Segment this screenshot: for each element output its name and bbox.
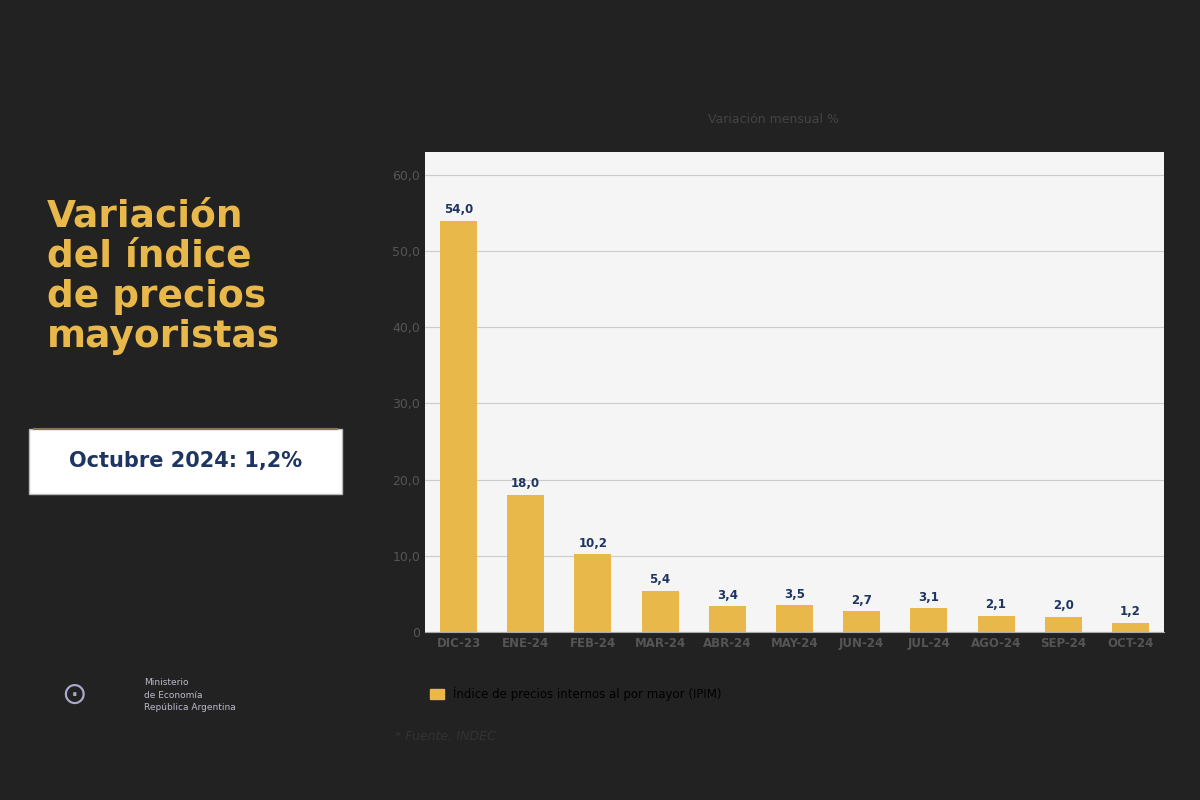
Bar <box>911 608 947 632</box>
Text: 3,5: 3,5 <box>784 588 805 601</box>
Text: 3,1: 3,1 <box>918 591 940 604</box>
Text: Ministerio
de Economía
República Argentina: Ministerio de Economía República Argenti… <box>144 678 235 712</box>
Bar <box>776 606 812 632</box>
Text: Variación
del índice
de precios
mayoristas: Variación del índice de precios mayorist… <box>47 198 280 355</box>
Bar <box>1045 617 1081 632</box>
Text: 2,1: 2,1 <box>985 598 1007 611</box>
Bar <box>575 554 611 632</box>
Text: 2,7: 2,7 <box>851 594 872 607</box>
Text: 18,0: 18,0 <box>511 478 540 490</box>
Bar <box>978 616 1014 632</box>
Bar <box>709 606 745 632</box>
Text: ⊙: ⊙ <box>61 681 88 710</box>
Text: Variación mensual %: Variación mensual % <box>708 113 839 126</box>
Text: 3,4: 3,4 <box>716 589 738 602</box>
Bar <box>642 591 678 632</box>
Legend: Índice de precios internos al por mayor (IPIM): Índice de precios internos al por mayor … <box>425 682 726 706</box>
Text: 54,0: 54,0 <box>444 203 473 216</box>
Text: 2,0: 2,0 <box>1052 599 1074 612</box>
Text: 1,2: 1,2 <box>1120 606 1141 618</box>
Bar <box>508 495 544 632</box>
Text: 5,4: 5,4 <box>649 574 671 586</box>
Bar <box>440 221 476 632</box>
Text: 10,2: 10,2 <box>578 537 607 550</box>
Bar <box>1112 623 1148 632</box>
Bar <box>844 611 880 632</box>
Text: Octubre 2024: 1,2%: Octubre 2024: 1,2% <box>68 451 302 471</box>
Bar <box>29 429 342 494</box>
Text: * Fuente: INDEC: * Fuente: INDEC <box>395 730 496 742</box>
